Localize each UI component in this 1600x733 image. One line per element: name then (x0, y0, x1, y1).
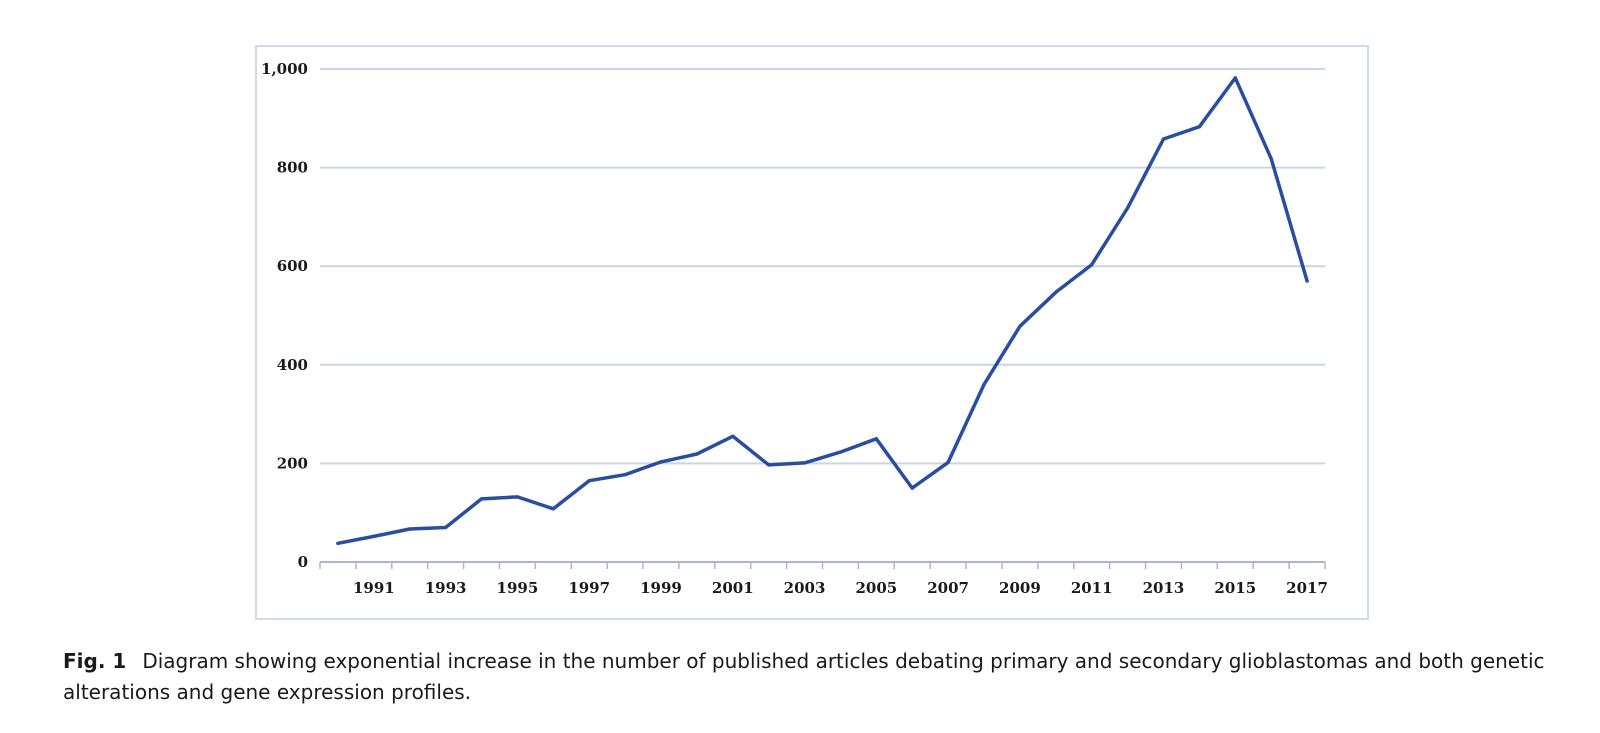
data-point (372, 534, 376, 538)
x-tick-label: 1993 (425, 579, 467, 597)
x-tick-label: 2009 (999, 579, 1041, 597)
data-point (1305, 279, 1309, 283)
data-point (767, 463, 771, 467)
data-point (551, 507, 555, 511)
x-tick-label: 2007 (927, 579, 969, 597)
x-tick-label: 2015 (1214, 579, 1256, 597)
figure-caption-text: Diagram showing exponential increase in … (63, 649, 1545, 704)
data-point (444, 525, 448, 530)
y-tick-label: 800 (277, 159, 308, 177)
grid-lines (320, 68, 1325, 465)
data-point (1233, 76, 1237, 80)
data-point (479, 497, 484, 501)
data-point (946, 460, 950, 465)
series-line (336, 76, 1309, 546)
axes (319, 561, 1326, 569)
x-tick-label: 2011 (1071, 579, 1113, 597)
y-tick-label: 0 (298, 553, 308, 571)
data-point (623, 473, 627, 477)
x-tick-label: 2001 (712, 579, 754, 597)
data-point (1269, 157, 1273, 161)
data-point (1054, 290, 1058, 294)
x-tick-label: 1997 (568, 579, 610, 597)
x-tick-label: 1995 (497, 579, 539, 597)
line-chart: 0 200 400 600 800 1,000 1991 1993 1995 1997 1999 20… (261, 60, 1328, 597)
y-tick-label: 600 (277, 257, 308, 275)
data-point (515, 495, 520, 499)
data-point (695, 452, 699, 456)
data-point (982, 382, 986, 387)
data-point (874, 437, 878, 441)
y-tick-label: 200 (277, 454, 308, 472)
data-point (659, 460, 663, 464)
data-point (1197, 125, 1201, 129)
data-point (1090, 263, 1094, 267)
figure-label: Fig. 1 (63, 649, 127, 673)
x-tick-label: 2013 (1143, 579, 1185, 597)
data-point (336, 541, 340, 545)
x-tick-label: 2017 (1286, 579, 1328, 597)
chart-frame: 0 200 400 600 800 1,000 1991 1993 1995 1997 1999 20… (255, 45, 1369, 620)
x-tick-label: 1991 (353, 579, 395, 597)
tick-labels: 0 200 400 600 800 1,000 1991 1993 1995 1997 1999 20… (261, 60, 1328, 597)
series-layer (336, 76, 1309, 546)
figure-caption: Fig. 1 Diagram showing exponential increa… (63, 646, 1563, 708)
data-point (731, 434, 735, 438)
data-point (802, 461, 807, 465)
data-point (1125, 206, 1130, 210)
x-tick-label: 2005 (855, 579, 897, 597)
x-tick-label: 2003 (784, 579, 826, 597)
data-point (587, 479, 591, 483)
data-point (1161, 137, 1166, 141)
data-point (408, 527, 412, 531)
data-point (1018, 324, 1022, 328)
y-tick-label: 1,000 (261, 60, 308, 78)
data-point (838, 450, 843, 454)
x-tick-label: 1999 (640, 579, 682, 597)
y-tick-label: 400 (277, 356, 308, 374)
data-point (910, 486, 914, 490)
